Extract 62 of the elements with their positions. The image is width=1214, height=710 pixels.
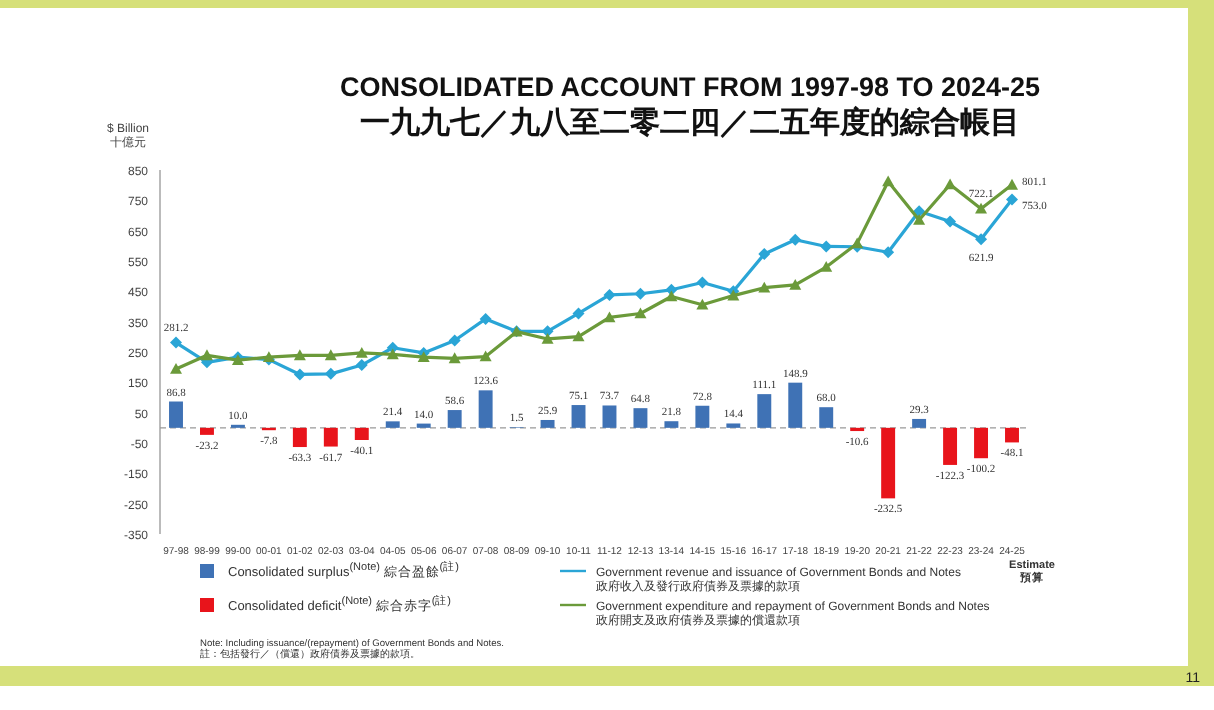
bar [571,405,586,428]
point [200,349,213,361]
bar [974,427,988,459]
bar [602,405,617,428]
point [882,175,895,187]
bar [354,427,369,440]
point [758,281,771,293]
chart-subtitle: 一九九七／九八至二零二四／二五年度的綜合帳目 [360,104,1020,140]
point [975,233,988,246]
point [479,312,492,325]
point [820,261,833,272]
point [696,276,709,289]
bar [633,408,648,428]
point [479,350,492,362]
bar [200,427,214,435]
point [324,367,337,380]
point [417,351,430,362]
point [758,248,771,261]
point [975,202,988,214]
point [448,334,461,347]
bar [447,410,462,428]
point [386,348,399,360]
bar [385,421,400,428]
point [603,311,616,323]
point [696,298,709,310]
bar [169,401,183,428]
point [324,349,337,361]
point [882,246,895,259]
point [634,307,647,319]
point [293,349,306,361]
point [355,359,368,372]
point [541,332,554,344]
point [944,215,957,228]
point [603,288,616,301]
point [913,214,926,225]
point [1006,178,1018,190]
point [448,352,461,364]
bar [757,394,772,428]
point [789,233,802,246]
bar [943,427,958,465]
bar [1005,427,1019,443]
bar [664,421,679,428]
point [789,278,802,290]
bar [819,407,834,428]
point [634,287,647,300]
bar [323,427,338,447]
point [665,290,678,302]
point [572,330,585,342]
bar [788,382,803,428]
bar [478,390,493,428]
bar [695,405,710,428]
bar [540,419,555,428]
point [355,346,368,358]
point [1006,193,1018,206]
point [572,307,585,320]
point [293,368,306,381]
chart-title: CONSOLIDATED ACCOUNT FROM 1997-98 TO 2024-25 [339,72,1042,102]
bar [292,427,307,448]
point [170,336,182,349]
bar [881,427,896,499]
point [170,362,182,374]
bar [912,418,927,428]
